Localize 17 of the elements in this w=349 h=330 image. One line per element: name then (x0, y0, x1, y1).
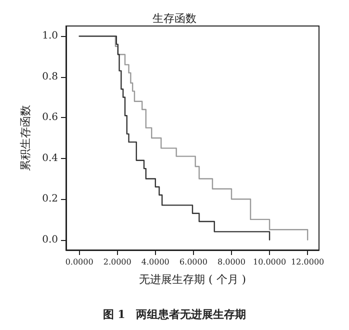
y-axis-title: 累积生存函数 (19, 105, 32, 171)
x-tick-label: 2.0000 (103, 258, 132, 266)
x-tick-label: 6.0000 (179, 258, 208, 266)
x-tick-label: 10.0000 (252, 258, 286, 266)
y-tick-label: 0.6 (42, 112, 58, 124)
x-tick-label: 4.0000 (141, 258, 170, 266)
x-tick-label: 12.0000 (291, 258, 324, 266)
chart-title: 生存函数 (152, 12, 196, 25)
y-tick-label: 0.2 (42, 194, 58, 205)
y-tick-label: 1.0 (42, 30, 58, 42)
x-tick-label: 8.0000 (217, 258, 246, 266)
y-tick-label: 0.4 (42, 152, 58, 164)
y-tick-label: 0.0 (42, 234, 58, 246)
caption: 图 1 两组患者无进展生存期 (102, 308, 246, 321)
x-tick-label: 0.0000 (65, 258, 94, 266)
x-axis-title: 无进展生存期 ( 个月 ) (138, 273, 246, 286)
y-tick-label: 0.8 (42, 71, 58, 82)
